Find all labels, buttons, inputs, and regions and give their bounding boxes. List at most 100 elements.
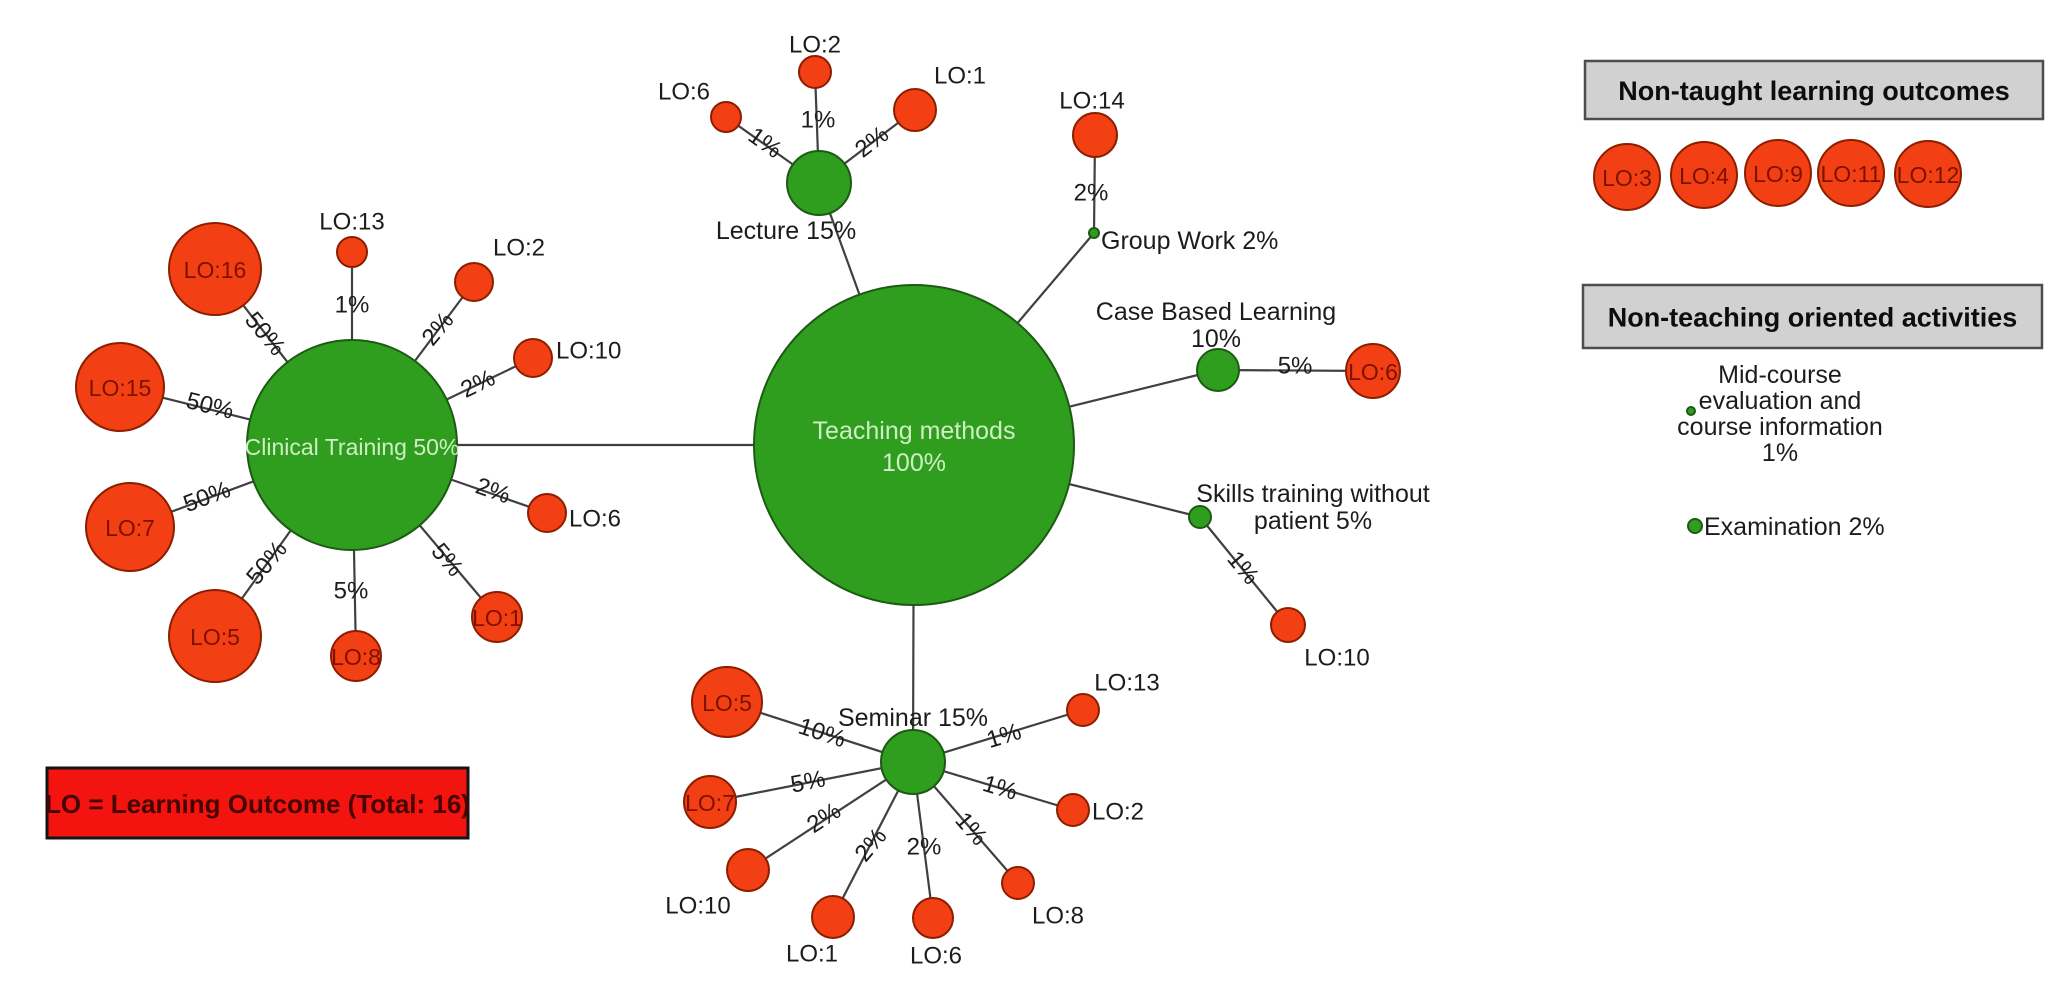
node-label-ct-lo7-0: LO:7 [105, 515, 155, 541]
node-label-ct-lo16-0: LO:16 [184, 257, 247, 283]
node-label-se-lo6-0: LO:6 [910, 943, 962, 970]
edge-label-lecture-lc-lo6: 1% [743, 122, 787, 164]
node-ct-lo13 [336, 236, 368, 268]
node-cb-lo6 [1345, 343, 1401, 399]
mid-course-evaluation-line-0: Mid-course [1718, 361, 1842, 389]
edge-label-seminar-se-lo1: 2% [850, 823, 893, 867]
non-teaching-header-title: Non-teaching oriented activities [1608, 303, 2018, 333]
node-label-skills-training-0: Skills training without [1196, 480, 1429, 508]
mid-course-evaluation-line-1: evaluation and [1699, 387, 1862, 415]
edge-label-clinical-training-ct-lo10: 2% [457, 364, 500, 403]
edge-label-group-work-gw-lo14: 2% [1074, 180, 1109, 207]
edge-label-seminar-se-lo10: 2% [802, 797, 846, 839]
node-label-se-lo7-0: LO:7 [685, 790, 735, 816]
edge-label-clinical-training-ct-lo2: 2% [417, 307, 460, 351]
non-taught-header-title: Non-taught learning outcomes [1618, 76, 2010, 106]
edge-label-clinical-training-ct-lo5: 50% [241, 536, 293, 590]
node-nt-lo3 [1593, 143, 1661, 211]
node-ct-lo16 [168, 222, 262, 316]
edge-label-seminar-se-lo6: 2% [907, 834, 942, 861]
node-sk-lo10 [1270, 607, 1306, 643]
mid-course-evaluation-line-3: 1% [1762, 439, 1798, 467]
edge-label-clinical-training-ct-lo15: 50% [183, 387, 236, 425]
node-label-nt-lo12-0: LO:12 [1897, 162, 1960, 188]
node-label-nt-lo3-0: LO:3 [1602, 165, 1652, 191]
node-lecture [786, 150, 852, 216]
node-ct-lo5 [168, 589, 262, 683]
examination-line-0: Examination 2% [1704, 513, 1885, 541]
node-label-skills-training-1: patient 5% [1254, 507, 1372, 535]
edge-label-clinical-training-ct-lo7: 50% [180, 476, 234, 518]
node-label-cb-lo6-0: LO:6 [1348, 359, 1398, 385]
node-label-teaching-methods-1: 100% [882, 449, 946, 477]
node-label-se-lo10-0: LO:10 [665, 893, 730, 920]
node-label-lc-lo6-0: LO:6 [658, 79, 710, 106]
edge-skills-training-sk-lo10 [1199, 516, 1289, 626]
node-label-ct-lo1-0: LO:1 [472, 605, 522, 631]
node-ct-lo10 [513, 338, 553, 378]
edge-label-clinical-training-ct-lo6: 2% [472, 473, 514, 510]
node-lc-lo2 [798, 55, 832, 89]
node-se-lo10 [726, 848, 770, 892]
node-label-teaching-methods-0: Teaching methods [813, 417, 1016, 445]
edge-seminar-se-lo7 [709, 760, 914, 804]
node-ct-lo15 [75, 342, 165, 432]
node-clinical-training [246, 339, 458, 551]
edge-label-seminar-se-lo2: 1% [980, 770, 1021, 806]
mid-course-evaluation-line-2: course information [1677, 413, 1883, 441]
edge-label-lecture-lc-lo2: 1% [801, 107, 836, 134]
node-label-se-lo13-0: LO:13 [1094, 670, 1159, 697]
labels-layer: 50%1%2%50%2%50% 2%50%5%5%1%1%2%2%5%1%10%5… [45, 32, 2045, 970]
node-label-se-lo1-0: LO:1 [786, 941, 838, 968]
node-se-lo6 [912, 897, 954, 939]
node-label-seminar-0: Seminar 15% [838, 704, 988, 732]
edge-label-clinical-training-ct-lo8: 5% [334, 578, 369, 605]
node-ct-lo8 [330, 630, 382, 682]
node-label-nt-lo4-0: LO:4 [1679, 163, 1729, 189]
node-lc-lo1 [893, 88, 937, 132]
node-label-ct-lo5-0: LO:5 [190, 624, 240, 650]
node-group-work [1088, 227, 1100, 239]
edge-label-lecture-lc-lo1: 2% [850, 121, 894, 163]
node-label-gw-lo14-0: LO:14 [1059, 88, 1124, 115]
node-label-nt-lo11-0: LO:11 [1821, 161, 1882, 187]
node-label-lc-lo2-0: LO:2 [789, 32, 841, 59]
node-label-clinical-training-0: Clinical Training 50% [245, 434, 460, 460]
node-se-lo2 [1056, 793, 1090, 827]
mid-course-evaluation-dot [1686, 406, 1696, 416]
node-se-lo8 [1001, 866, 1035, 900]
node-gw-lo14 [1072, 112, 1118, 158]
node-seminar [880, 729, 946, 795]
edge-label-case-based-learning-cb-lo6: 5% [1278, 352, 1313, 379]
node-label-ct-lo10-0: LO:10 [556, 338, 621, 365]
node-se-lo1 [811, 895, 855, 939]
edge-label-clinical-training-ct-lo16: 50% [239, 307, 291, 361]
node-label-case-based-learning-1: 10% [1191, 325, 1241, 353]
node-label-group-work-0: Group Work 2% [1101, 227, 1278, 255]
node-ct-lo2 [454, 262, 494, 302]
node-label-sk-lo10-0: LO:10 [1304, 645, 1369, 672]
node-nt-lo4 [1670, 141, 1738, 209]
node-label-case-based-learning-0: Case Based Learning [1096, 298, 1336, 326]
legend-text: LO = Learning Outcome (Total: 16) [45, 789, 470, 819]
node-ct-lo6 [527, 493, 567, 533]
node-label-ct-lo6-0: LO:6 [569, 506, 621, 533]
nodes-layer [75, 55, 1962, 939]
node-label-se-lo8-0: LO:8 [1032, 903, 1084, 930]
node-label-ct-lo8-0: LO:8 [331, 644, 381, 670]
node-label-nt-lo9-0: LO:9 [1753, 161, 1803, 187]
examination-dot [1687, 518, 1703, 534]
node-skills-training [1188, 505, 1212, 529]
node-label-lc-lo1-0: LO:1 [934, 63, 986, 90]
node-ct-lo1 [471, 591, 523, 643]
node-nt-lo11 [1817, 139, 1885, 207]
node-ct-lo7 [85, 482, 175, 572]
edge-label-seminar-se-lo8: 1% [949, 807, 992, 851]
node-label-ct-lo15-0: LO:15 [89, 375, 152, 401]
edge-label-clinical-training-ct-lo13: 1% [335, 292, 370, 319]
node-case-based-learning [1196, 348, 1240, 392]
edge-label-seminar-se-lo13: 1% [983, 718, 1024, 754]
edge-label-seminar-se-lo7: 5% [788, 765, 827, 798]
